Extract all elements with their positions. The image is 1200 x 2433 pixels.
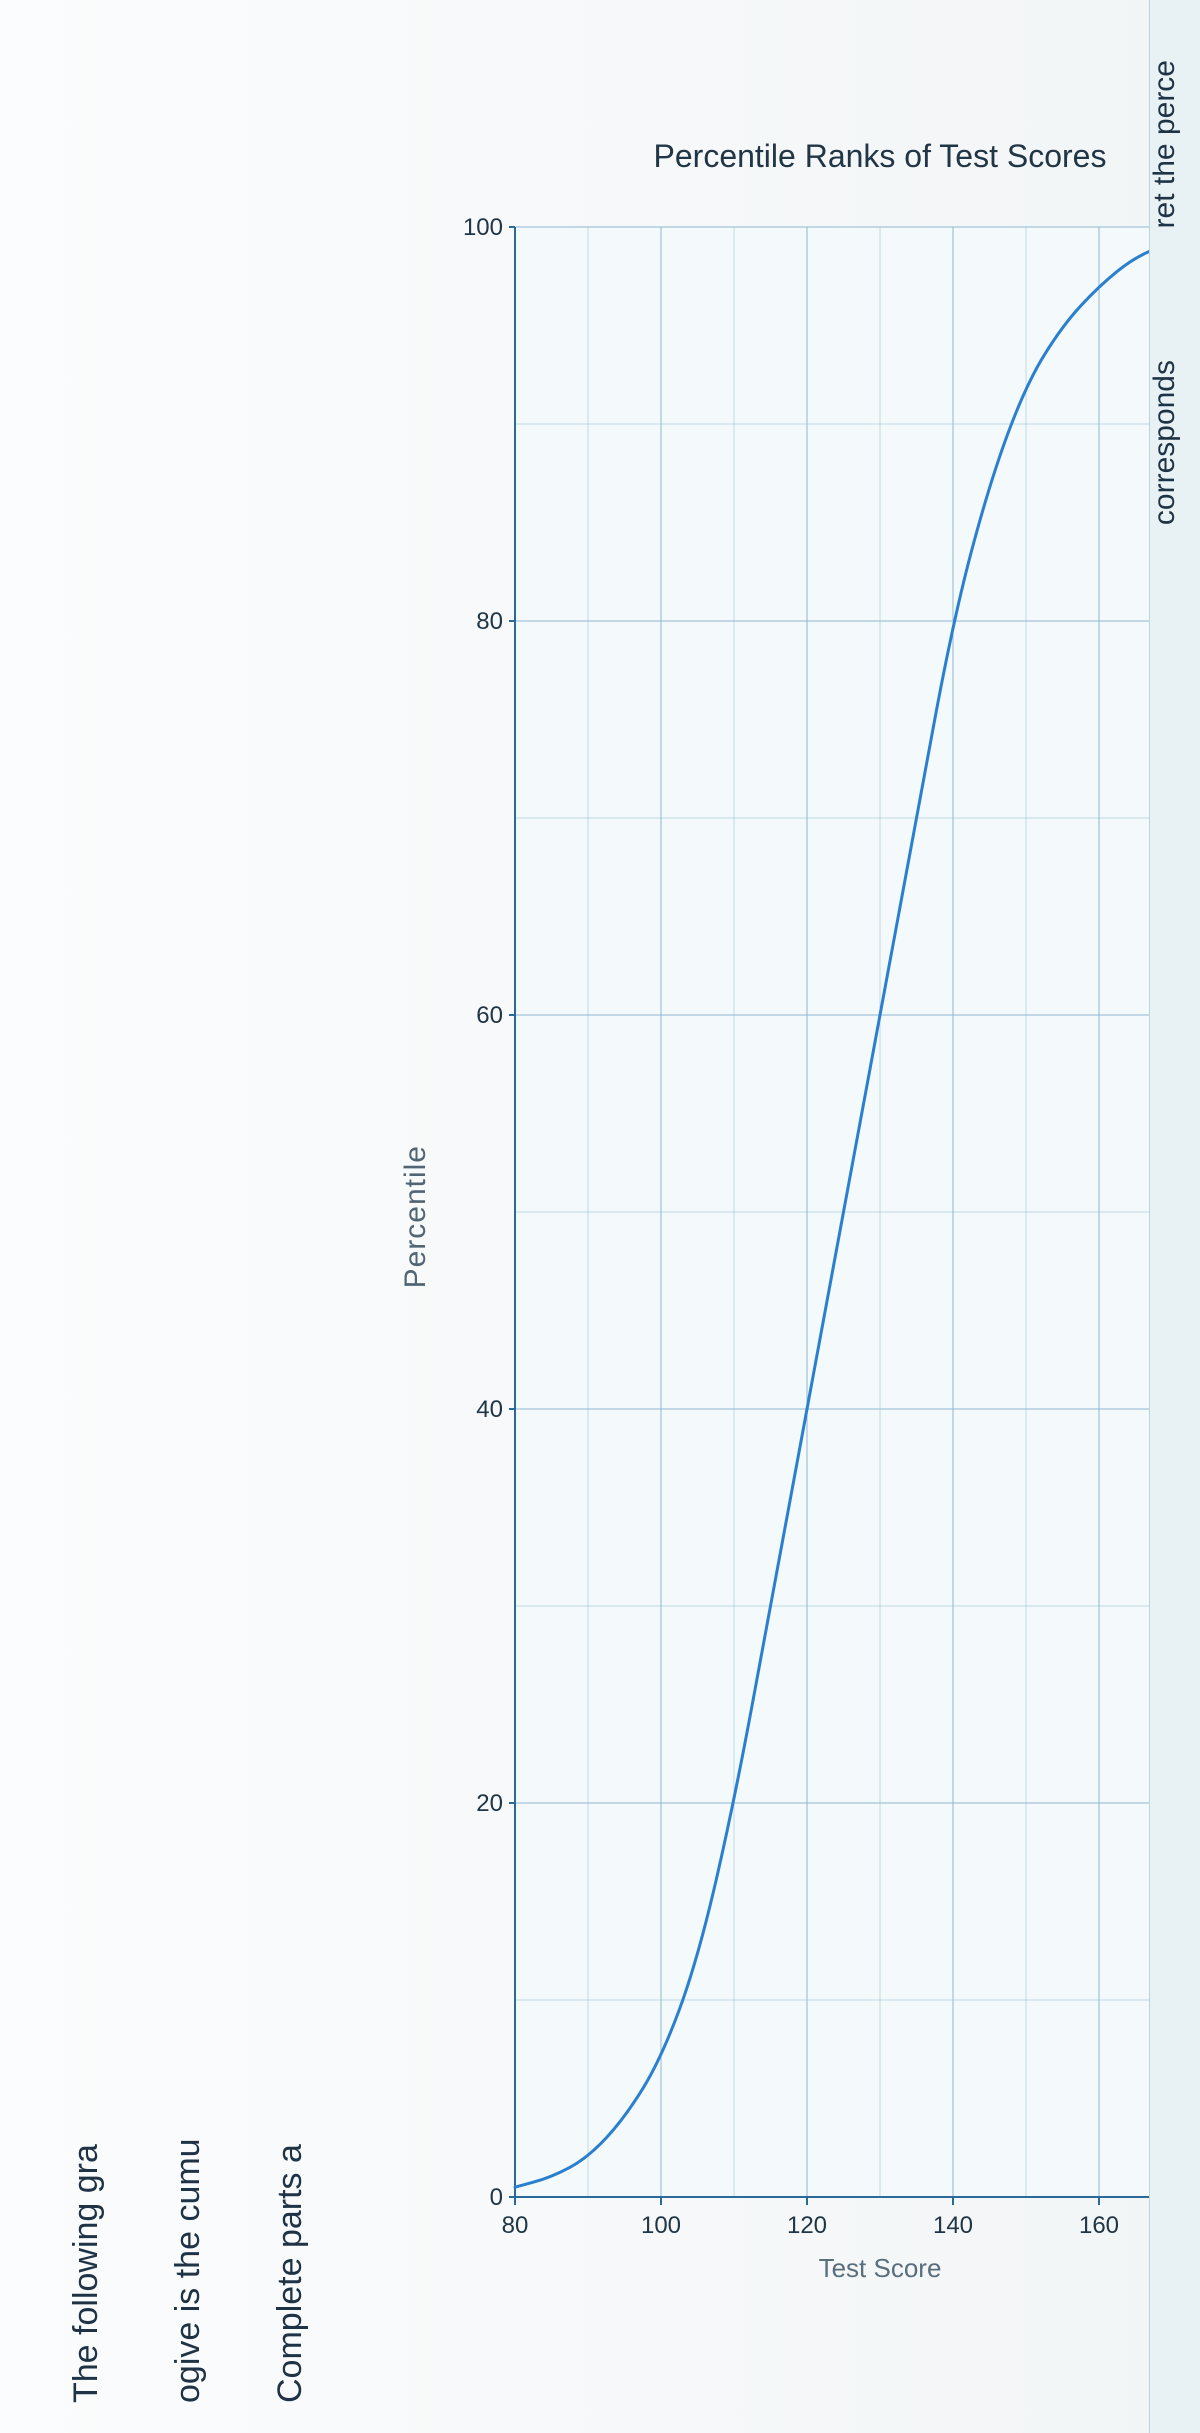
context-line-3: Complete parts a [265, 30, 316, 2403]
chart-svg-wrap: 02040608010080100120140160180Percentile … [445, 0, 1200, 2433]
svg-text:160: 160 [1079, 2212, 1119, 2239]
context-text-block: The following gra ogive is the cumu Comp… [0, 0, 387, 2433]
svg-text:0: 0 [490, 2184, 503, 2211]
page-root: The following gra ogive is the cumu Comp… [0, 0, 1200, 2433]
side-text-mid: corresponds [1148, 360, 1182, 525]
context-line-2: ogive is the cumu [163, 30, 214, 2403]
svg-text:Percentile Ranks of Test Score: Percentile Ranks of Test Scores [654, 138, 1107, 174]
chart-container: 02040608010080100120140160180Percentile … [445, 0, 1200, 2433]
svg-text:Test Score: Test Score [819, 2253, 942, 2283]
svg-text:20: 20 [476, 1790, 503, 1817]
svg-text:60: 60 [476, 1002, 503, 1029]
side-text-top: ret the perce [1148, 60, 1182, 228]
svg-text:40: 40 [476, 1396, 503, 1423]
svg-text:100: 100 [463, 214, 503, 241]
svg-text:140: 140 [933, 2212, 973, 2239]
ogive-chart: 02040608010080100120140160180Percentile … [445, 117, 1200, 2317]
svg-text:100: 100 [641, 2212, 681, 2239]
svg-text:80: 80 [502, 2212, 529, 2239]
svg-text:120: 120 [787, 2212, 827, 2239]
context-line-1: The following gra [61, 30, 112, 2403]
y-axis-title: Percentile [399, 1145, 433, 1288]
svg-text:80: 80 [476, 608, 503, 635]
